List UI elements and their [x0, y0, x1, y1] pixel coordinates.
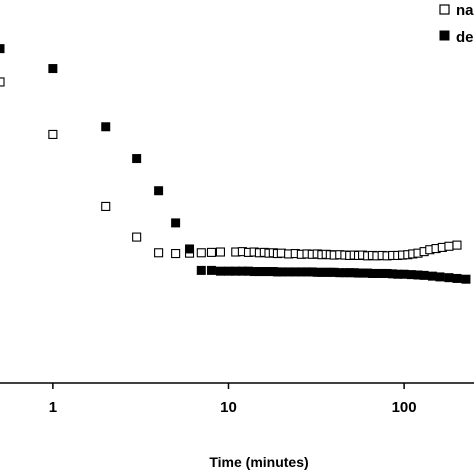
- data-point-de-9: [215, 266, 225, 276]
- data-point-de-6: [185, 244, 195, 254]
- data-point-de-8: [206, 265, 216, 275]
- x-tick-label-10: 10: [220, 399, 237, 416]
- data-point-de-52: [461, 274, 471, 284]
- data-point-na-51: [444, 241, 454, 251]
- series-de-markers: [0, 44, 471, 284]
- data-point-na-9: [215, 247, 226, 257]
- data-point-de-0: [0, 44, 5, 54]
- data-point-na-7: [196, 248, 206, 258]
- x-tick-marks: [52, 383, 405, 389]
- legend: na de: [439, 2, 474, 46]
- data-point-na-0: [0, 77, 5, 87]
- x-tick-label-1: 1: [49, 399, 57, 416]
- data-point-na-4: [154, 248, 164, 258]
- legend-marker-de: [439, 30, 450, 41]
- data-point-na-8: [206, 247, 217, 257]
- data-point-de-5: [171, 218, 181, 228]
- data-point-na-5: [171, 248, 181, 259]
- x-axis-title: Time (minutes): [209, 454, 308, 470]
- data-point-na-1: [48, 129, 58, 139]
- data-point-de-3: [132, 154, 142, 164]
- legend-label-de: de: [456, 29, 474, 46]
- data-point-na-3: [132, 232, 142, 242]
- legend-label-na: na: [456, 2, 474, 19]
- data-point-de-48: [427, 271, 437, 281]
- data-point-na-52: [452, 240, 462, 250]
- x-tick-label-100: 100: [392, 399, 417, 416]
- data-point-de-51: [452, 273, 462, 283]
- data-point-de-49: [435, 272, 445, 282]
- x-tick-labels: 1 10 100: [49, 399, 417, 416]
- data-point-de-2: [101, 122, 111, 132]
- data-point-de-50: [444, 273, 454, 283]
- data-point-de-4: [154, 186, 164, 196]
- series-na-markers: [0, 77, 462, 261]
- data-point-na-2: [101, 201, 111, 211]
- data-point-de-1: [48, 64, 58, 74]
- legend-marker-na: [439, 4, 450, 15]
- data-point-de-47: [419, 270, 429, 280]
- data-point-de-7: [196, 265, 206, 275]
